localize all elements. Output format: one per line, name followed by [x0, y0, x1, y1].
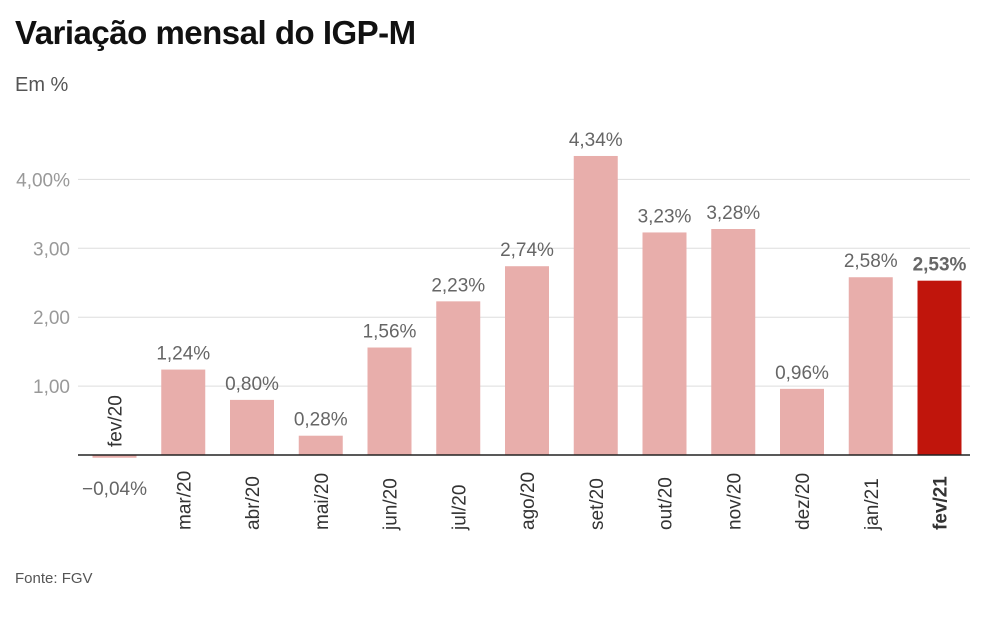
- data-label: 0,96%: [775, 363, 829, 384]
- y-tick-label: 1,00: [33, 377, 70, 398]
- data-label: 0,80%: [225, 374, 279, 395]
- bar: [298, 435, 343, 455]
- bar: [367, 347, 412, 455]
- y-tick-label: 2,00: [33, 308, 70, 329]
- x-tick-label: fev/20: [106, 395, 127, 447]
- data-label: 1,24%: [156, 344, 210, 365]
- y-tick-label: 4,00%: [16, 170, 70, 191]
- data-label: 2,74%: [500, 240, 554, 261]
- source-note: Fonte: FGV: [15, 570, 93, 587]
- x-tick-label: jun/20: [381, 478, 402, 531]
- x-tick-label: mar/20: [174, 471, 195, 530]
- bar: [161, 369, 206, 455]
- x-tick-label: out/20: [656, 477, 677, 530]
- data-label: 2,58%: [844, 251, 898, 272]
- x-tick-label: mai/20: [312, 473, 333, 530]
- x-tick-label: set/20: [587, 478, 608, 530]
- bar: [505, 266, 549, 455]
- y-tick-label: 3,00: [33, 239, 70, 260]
- data-label: 0,28%: [294, 410, 348, 431]
- bar: [848, 277, 893, 455]
- bar: [436, 301, 481, 455]
- x-tick-label: jan/21: [862, 478, 883, 531]
- data-label: 3,23%: [638, 206, 692, 227]
- chart-title: Variação mensal do IGP-M: [15, 14, 416, 51]
- data-label: 3,28%: [706, 203, 760, 224]
- bar: [711, 229, 756, 455]
- bar: [642, 232, 687, 455]
- x-tick-label: jul/20: [449, 485, 470, 531]
- x-tick-label: ago/20: [518, 472, 539, 530]
- x-tick-label: fev/21: [931, 476, 952, 530]
- bar: [573, 155, 618, 455]
- x-tick-label: abr/20: [243, 476, 264, 530]
- bar: [230, 399, 274, 455]
- bar: [917, 280, 962, 455]
- data-label: 2,53%: [913, 255, 967, 276]
- x-tick-label: dez/20: [793, 473, 814, 530]
- data-label: 4,34%: [569, 130, 623, 151]
- x-tick-label: nov/20: [724, 473, 745, 530]
- chart-subtitle: Em %: [15, 74, 69, 96]
- data-label: 1,56%: [363, 322, 417, 343]
- bar: [780, 388, 824, 455]
- data-label: 2,23%: [431, 275, 485, 296]
- data-label: −0,04%: [82, 479, 147, 500]
- bar: [92, 455, 137, 458]
